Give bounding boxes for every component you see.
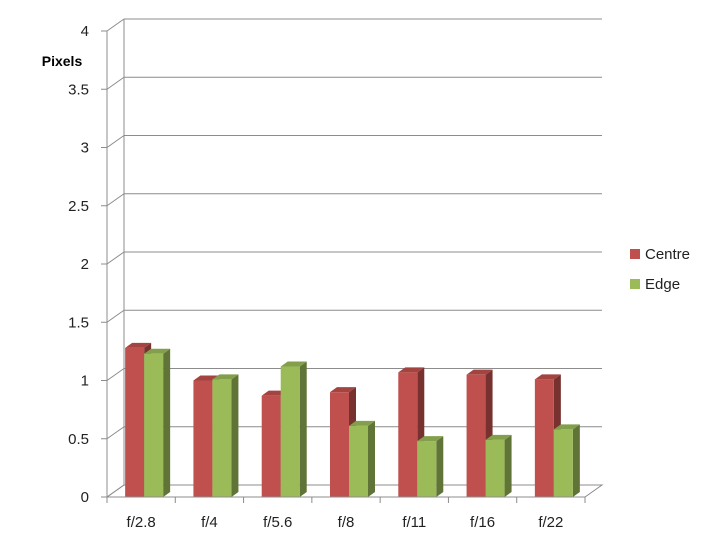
legend-label: Edge — [645, 276, 680, 293]
bar-front — [349, 425, 368, 497]
y-tick-label: 2.5 — [68, 198, 89, 215]
y-tick-label: 0 — [81, 489, 89, 506]
x-tick-label: f/16 — [470, 514, 495, 531]
gridline-side — [106, 426, 125, 440]
gridline-side — [106, 193, 125, 207]
bar-front — [417, 441, 437, 497]
bar-top — [349, 420, 375, 426]
bar-top — [485, 434, 512, 440]
y-tick-label: 3.5 — [68, 81, 89, 98]
bar-edge-f/22 — [553, 424, 580, 497]
bar-front — [125, 347, 145, 497]
bar-side — [163, 348, 171, 497]
gridline-side — [106, 484, 125, 498]
bar-edge-f/4 — [212, 374, 239, 497]
gridline-side — [106, 309, 125, 323]
bar-side — [231, 374, 239, 497]
bar-top — [398, 367, 425, 373]
bar-top — [280, 361, 307, 367]
legend-label: Centre — [645, 246, 690, 263]
bar-top — [144, 348, 171, 354]
y-tick-label: 0.5 — [68, 431, 89, 448]
gridline-side — [106, 18, 125, 32]
y-tick-label: 1 — [81, 373, 89, 390]
bar-front — [330, 392, 349, 497]
bar-edge-f/8 — [349, 420, 375, 497]
bar-top — [466, 369, 493, 375]
gridline-side — [106, 368, 125, 381]
gridline-side — [106, 76, 125, 90]
bar-edge-f/11 — [417, 436, 444, 497]
bars — [125, 342, 580, 497]
legend-swatch — [630, 249, 640, 259]
bar-front — [485, 439, 505, 497]
legend: Centre Edge — [630, 246, 690, 293]
bar-front — [466, 374, 486, 497]
legend-swatch — [630, 279, 640, 289]
bar-front — [212, 379, 232, 497]
bar-side — [436, 436, 444, 497]
bar-edge-f/2.8 — [144, 348, 171, 497]
gridline-side — [106, 251, 125, 265]
bar-front — [398, 372, 418, 497]
legend-item-edge: Edge — [630, 276, 680, 293]
legend-item-centre: Centre — [630, 246, 690, 263]
x-tick-label: f/11 — [402, 514, 426, 531]
y-tick-label: 2 — [81, 256, 89, 273]
x-tick-label: f/4 — [201, 514, 218, 531]
y-tick-label: 1.5 — [68, 314, 89, 331]
bar-front — [261, 395, 281, 497]
y-tick-label: 4 — [81, 23, 89, 40]
x-tick-label: f/5.6 — [263, 514, 292, 531]
bar-front — [144, 353, 164, 497]
y-axis: 0 0.5 1 1.5 2 2.5 3 3.5 4 — [68, 23, 107, 506]
bar-side — [504, 434, 512, 497]
bar-top — [553, 424, 580, 430]
gridline-side — [106, 135, 125, 148]
y-tick-label: 3 — [81, 140, 89, 157]
bar-front — [534, 379, 554, 497]
bar-top — [125, 342, 152, 348]
bar-top — [330, 387, 356, 393]
bar-front — [280, 366, 300, 497]
bar-edge-f/16 — [485, 434, 512, 497]
x-tick-label: f/22 — [538, 514, 563, 531]
bar-top — [212, 374, 239, 380]
bar-top — [534, 374, 561, 380]
bar-front — [553, 429, 573, 497]
bar-top — [417, 436, 444, 442]
bar-side — [299, 361, 307, 497]
bar-front — [193, 380, 213, 497]
bar-side — [368, 420, 375, 497]
bar-side — [572, 424, 580, 497]
x-tick-label: f/2.8 — [127, 514, 156, 531]
y-axis-label: Pixels — [42, 53, 83, 69]
x-axis: f/2.8 f/4 f/5.6 f/8 f/11 f/16 f/22 — [106, 496, 586, 531]
gridlines — [106, 18, 602, 498]
x-tick-label: f/8 — [338, 514, 355, 531]
bar-edge-f/5.6 — [280, 361, 307, 497]
